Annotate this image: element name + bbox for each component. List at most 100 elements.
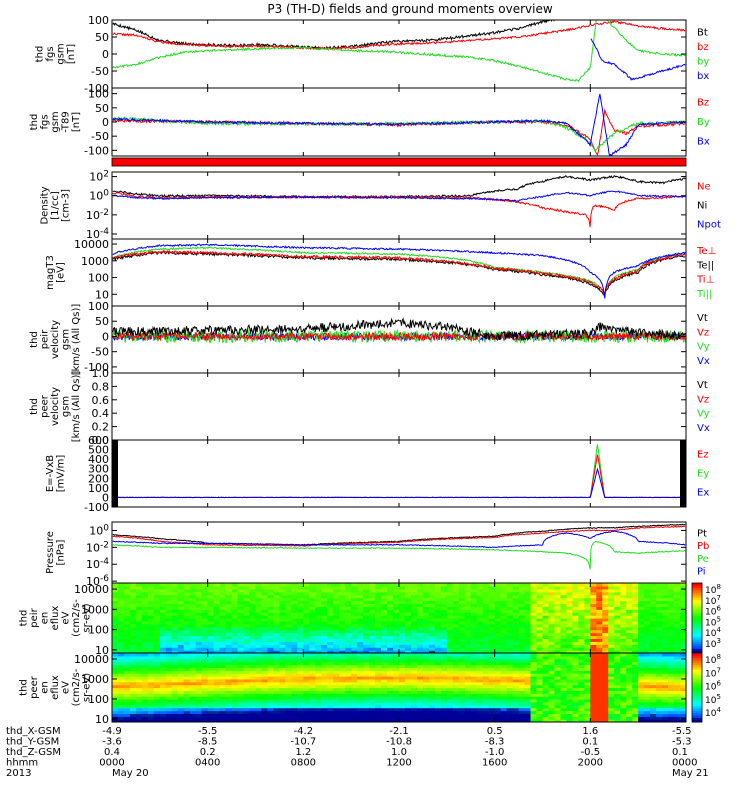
spectrogram-cell bbox=[668, 606, 675, 610]
spectrogram-cell bbox=[500, 678, 508, 683]
spectrogram-cell bbox=[243, 713, 251, 717]
spectrogram-cell bbox=[183, 583, 191, 587]
spectrogram-cell bbox=[112, 690, 119, 694]
spectrogram-cell bbox=[285, 623, 292, 628]
spectrogram-cell bbox=[112, 650, 119, 653]
spectrogram-cell bbox=[165, 606, 173, 610]
spectrogram-cell bbox=[434, 719, 442, 722]
spectrogram-cell bbox=[171, 632, 179, 637]
spectrogram-cell bbox=[213, 693, 221, 697]
spectrogram-cell bbox=[393, 664, 400, 668]
spectrogram-cell bbox=[650, 710, 657, 714]
spectrogram-cell bbox=[249, 632, 257, 637]
spectrogram-cell bbox=[177, 635, 185, 640]
spectrogram-cell bbox=[267, 664, 275, 668]
spectrogram-cell bbox=[632, 612, 639, 616]
spectrogram-cell bbox=[668, 707, 675, 712]
spectrogram-cell bbox=[159, 670, 167, 674]
spectrogram-cell bbox=[207, 684, 215, 689]
spectrogram-cell bbox=[171, 676, 179, 680]
spectrogram-cell bbox=[237, 719, 245, 722]
spectrogram-cell bbox=[291, 661, 298, 666]
spectrogram-cell bbox=[650, 597, 657, 602]
spectrogram-cell bbox=[147, 667, 155, 671]
spectrogram-cell bbox=[303, 588, 310, 593]
spectrogram-cell bbox=[614, 609, 621, 613]
spectrogram-cell bbox=[614, 664, 621, 668]
spectrogram-cell bbox=[375, 603, 382, 607]
spectrogram-cell bbox=[650, 667, 657, 671]
spectrogram-cell bbox=[542, 615, 550, 619]
spectrogram-cell bbox=[542, 650, 550, 653]
spectrogram-cell bbox=[566, 693, 573, 697]
spectrogram-cell bbox=[632, 583, 639, 587]
spectrogram-cell bbox=[225, 644, 233, 648]
spectrogram-cell bbox=[584, 716, 591, 720]
spectrogram-cell bbox=[129, 623, 137, 628]
spectrogram-cell bbox=[440, 638, 448, 642]
spectrogram-cell bbox=[267, 629, 275, 634]
spectrogram-cell bbox=[309, 594, 316, 599]
spectrogram-cell bbox=[668, 641, 675, 645]
spectrogram-cell bbox=[327, 647, 334, 651]
spectrogram-cell bbox=[488, 594, 496, 599]
spectrogram-cell bbox=[560, 710, 568, 714]
spectrogram-cell bbox=[416, 696, 424, 700]
spectrogram-cell bbox=[476, 684, 484, 689]
spectrogram-cell bbox=[632, 591, 639, 596]
spectrogram-cell bbox=[470, 716, 478, 720]
spectrogram-cell bbox=[117, 600, 125, 605]
spectrogram-cell bbox=[291, 644, 298, 648]
spectrogram-cell bbox=[261, 650, 269, 653]
spectrogram-cell bbox=[644, 629, 651, 634]
spectrogram-cell bbox=[656, 707, 663, 712]
spectrogram-cell bbox=[291, 615, 298, 619]
colorbar-swatch bbox=[692, 615, 702, 619]
spectrogram-cell bbox=[560, 667, 568, 671]
spectrogram-cell bbox=[458, 719, 466, 722]
spectrogram-cell bbox=[393, 690, 400, 694]
spectrogram-cell bbox=[542, 635, 550, 640]
spectrogram-cell bbox=[297, 615, 304, 619]
spectrogram-cell bbox=[267, 653, 275, 657]
spectrogram-cell bbox=[632, 647, 639, 651]
spectrogram-cell bbox=[339, 701, 346, 706]
spectrogram-cell bbox=[255, 653, 263, 657]
spectrogram-cell bbox=[141, 641, 149, 645]
spectrogram-cell bbox=[291, 585, 298, 590]
spectrogram-cell bbox=[506, 647, 514, 651]
spectrogram-cell bbox=[488, 618, 496, 622]
spectrogram-cell bbox=[393, 612, 400, 616]
spectrogram-cell bbox=[315, 658, 322, 663]
spectrogram-cell bbox=[261, 606, 269, 610]
colorbar-swatch bbox=[692, 599, 702, 603]
spectrogram-cell bbox=[536, 618, 544, 622]
spectrogram-cell bbox=[201, 704, 209, 709]
spectrogram-cell bbox=[297, 661, 304, 666]
spectrogram-cell bbox=[159, 661, 167, 666]
spectrogram-cell bbox=[399, 597, 406, 602]
spectrogram-cell bbox=[255, 594, 263, 599]
spectrogram-cell bbox=[584, 696, 591, 700]
spectrogram-cell bbox=[123, 719, 131, 722]
spectrogram-cell bbox=[656, 585, 663, 590]
spectrogram-cell bbox=[614, 653, 621, 657]
spectrogram-cell bbox=[662, 658, 669, 663]
legend-entry: Ti⊥ bbox=[696, 275, 714, 286]
spectrogram-cell bbox=[201, 655, 209, 660]
spectrogram-cell bbox=[554, 661, 562, 666]
spectrogram-cell bbox=[578, 626, 585, 631]
spectrogram-cell bbox=[363, 626, 370, 631]
spectrogram-cell bbox=[554, 693, 562, 697]
spectrogram-cell bbox=[650, 609, 657, 613]
spectrogram-cell bbox=[112, 588, 119, 593]
spectrogram-cell bbox=[476, 609, 484, 613]
spectrogram-cell bbox=[524, 615, 532, 619]
spectrogram-cell bbox=[381, 606, 388, 610]
spectrogram-cell bbox=[285, 693, 292, 697]
spectrogram-cell bbox=[536, 658, 544, 663]
spectrogram-cell bbox=[518, 707, 526, 712]
spectrogram-cell bbox=[566, 588, 573, 593]
spectrogram-cell bbox=[369, 629, 376, 634]
spectrogram-cell bbox=[243, 687, 251, 691]
